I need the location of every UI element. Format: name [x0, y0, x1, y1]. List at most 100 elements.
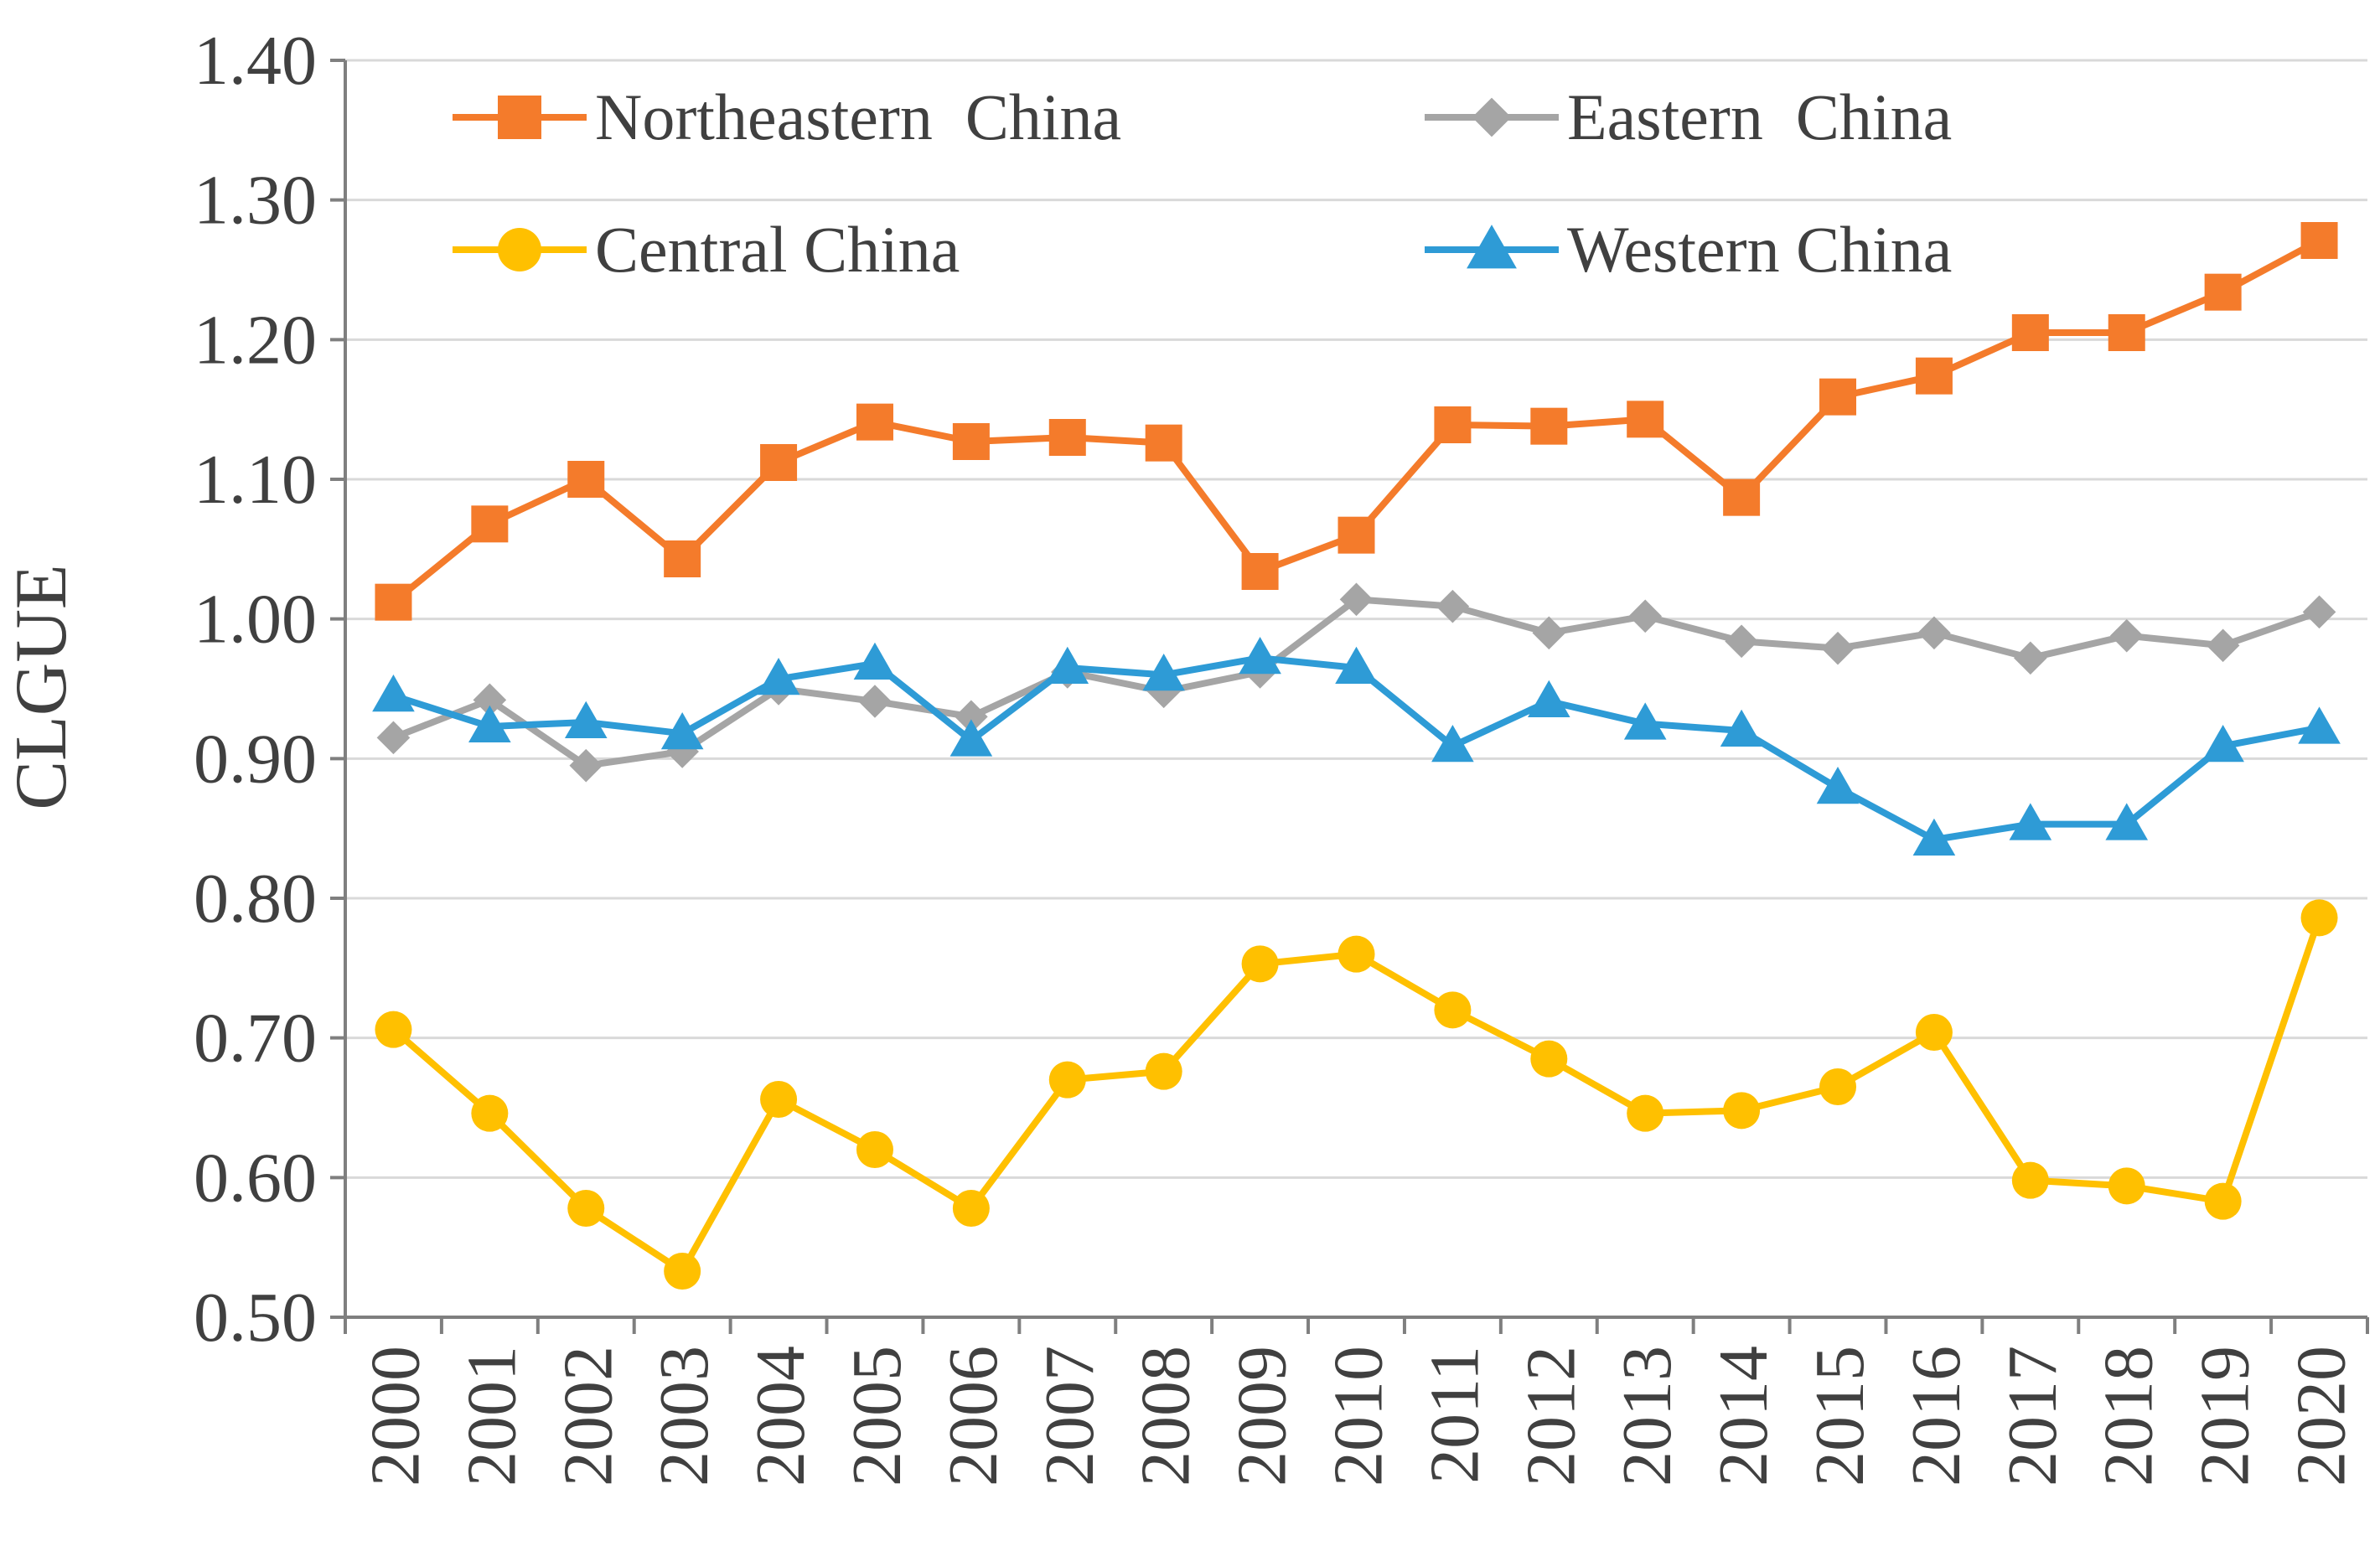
x-tick-label: 2007 [1031, 1346, 1109, 1486]
y-tick-label: 0.50 [194, 1279, 317, 1357]
y-tick-label: 1.00 [194, 581, 317, 659]
data-point [1434, 406, 1472, 443]
legend-swatch-marker [498, 96, 541, 139]
data-point [473, 683, 507, 717]
data-point [856, 403, 893, 441]
legend-label: Northeastern China [595, 80, 1121, 153]
data-point [1723, 1092, 1761, 1130]
y-tick-label: 0.70 [194, 1000, 317, 1078]
data-point [1530, 407, 1568, 445]
data-point [1816, 767, 1860, 804]
series-triangle [372, 637, 2341, 856]
data-point [1819, 378, 1857, 416]
legend-label: Central China [595, 213, 960, 286]
y-tick-label: 0.90 [194, 720, 317, 798]
legend-swatch-marker [498, 228, 541, 271]
data-point [1627, 1094, 1664, 1132]
x-tick-label: 2020 [2283, 1346, 2361, 1486]
data-point [1239, 637, 1281, 675]
x-tick-label: 2008 [1127, 1346, 1205, 1486]
data-point [955, 700, 988, 734]
data-point [2202, 725, 2244, 763]
legend-entry: Eastern China [1425, 80, 1952, 153]
x-tick-label: 2002 [549, 1346, 627, 1486]
data-point [1723, 478, 1761, 516]
x-tick-label: 2012 [1512, 1346, 1590, 1486]
y-tick-labels: 0.50 0.60 0.70 0.80 0.90 1.00 1.10 1.20 1.30 1.40 [194, 22, 317, 1357]
x-tick-label: 2011 [1415, 1346, 1493, 1484]
x-tick-label: 2005 [838, 1346, 916, 1486]
data-point [1145, 1052, 1182, 1090]
data-point [2108, 1167, 2145, 1205]
data-point [1720, 709, 1763, 747]
data-point [1532, 616, 1566, 650]
legend-entry: Northeastern China [453, 80, 1121, 153]
x-tick-label: 2018 [2090, 1346, 2168, 1486]
data-point [1048, 1061, 1086, 1099]
data-point [1434, 991, 1472, 1029]
data-point [952, 423, 990, 460]
data-point [858, 685, 892, 718]
data-point [471, 505, 509, 543]
x-tick-label: 2004 [742, 1346, 820, 1486]
series-square [375, 222, 2338, 621]
data-point [664, 1253, 701, 1290]
data-point [2300, 899, 2338, 937]
data-point [1627, 401, 1664, 438]
series-circle [375, 899, 2338, 1290]
data-point [1819, 1068, 1857, 1105]
x-tick-label: 2001 [453, 1346, 530, 1486]
data-point [1915, 1014, 1953, 1051]
data-point [2011, 1161, 2049, 1199]
data-point [2300, 222, 2338, 259]
x-tick-label: 2010 [1320, 1346, 1398, 1486]
data-point [1142, 654, 1185, 691]
data-point [564, 701, 608, 738]
x-tick-label: 2016 [1897, 1346, 1975, 1486]
data-point [375, 583, 412, 621]
axes [330, 59, 2369, 1334]
x-tick-label: 2017 [1994, 1346, 2072, 1486]
data-point [1335, 646, 1378, 684]
data-point [2206, 628, 2240, 663]
x-tick-label: 2014 [1705, 1346, 1782, 1486]
data-point [949, 719, 993, 757]
x-tick-labels: 2000 2001 2002 2003 2004 2005 2006 2007 2008 2009… [356, 1346, 2360, 1486]
data-point [952, 1190, 990, 1227]
data-point [375, 1011, 412, 1048]
data-point [664, 540, 701, 577]
data-point [760, 444, 798, 481]
data-point [1436, 589, 1470, 623]
x-tick-label: 2019 [2186, 1346, 2264, 1486]
data-point [468, 705, 511, 742]
x-tick-label: 2015 [1801, 1346, 1879, 1486]
data-point [2009, 803, 2052, 840]
x-tick-label: 2013 [1608, 1346, 1686, 1486]
data-point [1912, 818, 1956, 856]
data-point [1337, 935, 1375, 973]
legend-label: Western China [1567, 213, 1952, 286]
x-tick-label: 2003 [645, 1346, 723, 1486]
data-point [2298, 706, 2341, 744]
data-point [1725, 624, 1758, 659]
data-point [1915, 357, 1953, 395]
data-point [1339, 582, 1374, 617]
data-point [2108, 314, 2145, 351]
data-point [853, 642, 897, 680]
data-point [471, 1094, 509, 1132]
y-tick-label: 1.40 [194, 22, 317, 100]
y-tick-label: 1.20 [194, 301, 317, 379]
data-point [376, 721, 411, 755]
data-point [372, 675, 415, 712]
data-point [2204, 1182, 2242, 1220]
data-point [1145, 424, 1182, 462]
data-point [2011, 314, 2049, 351]
data-point [1241, 553, 1279, 590]
data-point [1821, 631, 1855, 665]
legend: Northeastern China Eastern China Central C… [453, 80, 1952, 286]
x-tick-label: 2000 [356, 1346, 434, 1486]
y-tick-label: 0.60 [194, 1139, 317, 1217]
data-point [567, 461, 605, 498]
data-point [660, 712, 704, 750]
